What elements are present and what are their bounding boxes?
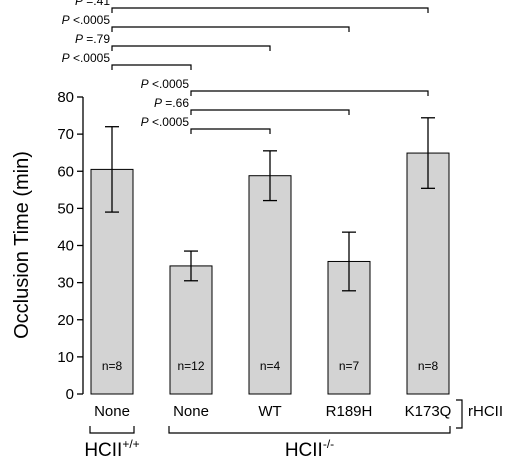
- n-label: n=7: [339, 359, 360, 373]
- p-value-label: P <.0005: [141, 77, 190, 91]
- genotype-base: HCII: [285, 440, 323, 461]
- comparison-bracket: [190, 109, 350, 115]
- comparison-bracket: [111, 26, 350, 32]
- bar: [248, 175, 292, 395]
- bar: [169, 265, 213, 395]
- x-category-label: R189H: [326, 403, 373, 420]
- bars: n=8 n=12 n=4 n=7 n=8: [90, 117, 450, 395]
- y-tick-label: 10: [57, 349, 74, 366]
- p-value-label: P =.41: [75, 0, 110, 8]
- p-value-text: =.41: [83, 0, 110, 8]
- p-value-text: <.0005: [70, 51, 111, 65]
- y-tick-label: 0: [66, 386, 74, 403]
- p-symbol: P: [62, 13, 70, 27]
- treatment-bracket: [456, 399, 463, 429]
- treatment-label: rHCII: [468, 403, 503, 420]
- genotype-superscript: -/-: [323, 437, 334, 451]
- p-value-label: P =.79: [75, 32, 110, 46]
- bar: [406, 152, 450, 395]
- genotype-base: HCII: [84, 440, 122, 461]
- comparison-bracket: [111, 45, 271, 51]
- y-tick-label: 20: [57, 312, 74, 329]
- y-axis: 0 10 20 30 40 50 60 70 80: [57, 89, 84, 403]
- x-category-label: K173Q: [405, 403, 452, 420]
- genotype-bracket: [168, 426, 451, 434]
- p-symbol: P: [75, 0, 83, 8]
- p-value-text: =.66: [162, 96, 189, 110]
- p-value-label: P <.0005: [62, 13, 111, 27]
- p-symbol: P: [62, 51, 70, 65]
- y-axis-label: Occlusion Time (min): [11, 151, 33, 339]
- genotype-label: HCII+/+: [84, 437, 139, 461]
- x-category-label: None: [94, 403, 130, 420]
- y-tick-label: 40: [57, 238, 74, 255]
- genotype-label: HCII-/-: [285, 437, 334, 461]
- y-tick-label: 30: [57, 275, 74, 292]
- n-label: n=8: [102, 359, 123, 373]
- genotype-bracket: [89, 426, 135, 434]
- p-value-text: <.0005: [70, 13, 111, 27]
- n-label: n=12: [177, 359, 204, 373]
- n-label: n=4: [260, 359, 281, 373]
- y-tick-label: 70: [57, 126, 74, 143]
- p-value-label: P =.66: [154, 96, 189, 110]
- comparison-bracket: [190, 128, 271, 134]
- genotype-superscript: +/+: [122, 437, 139, 451]
- p-symbol: P: [141, 115, 149, 129]
- y-tick-label: 50: [57, 200, 74, 217]
- n-label: n=8: [418, 359, 439, 373]
- p-value-label: P <.0005: [141, 115, 190, 129]
- comparison-bracket: [190, 90, 429, 96]
- y-tick-label: 80: [57, 89, 74, 106]
- comparison-bracket: [111, 64, 192, 70]
- p-symbol: P: [141, 77, 149, 91]
- p-value-text: =.79: [83, 32, 110, 46]
- x-category-label: WT: [258, 403, 281, 420]
- p-symbol: P: [75, 32, 83, 46]
- x-category-label: None: [173, 403, 209, 420]
- p-value-text: <.0005: [149, 77, 190, 91]
- comparison-bracket: [111, 7, 429, 13]
- p-value-label: P <.0005: [62, 51, 111, 65]
- p-symbol: P: [154, 96, 162, 110]
- p-value-text: <.0005: [149, 115, 190, 129]
- y-tick-label: 60: [57, 163, 74, 180]
